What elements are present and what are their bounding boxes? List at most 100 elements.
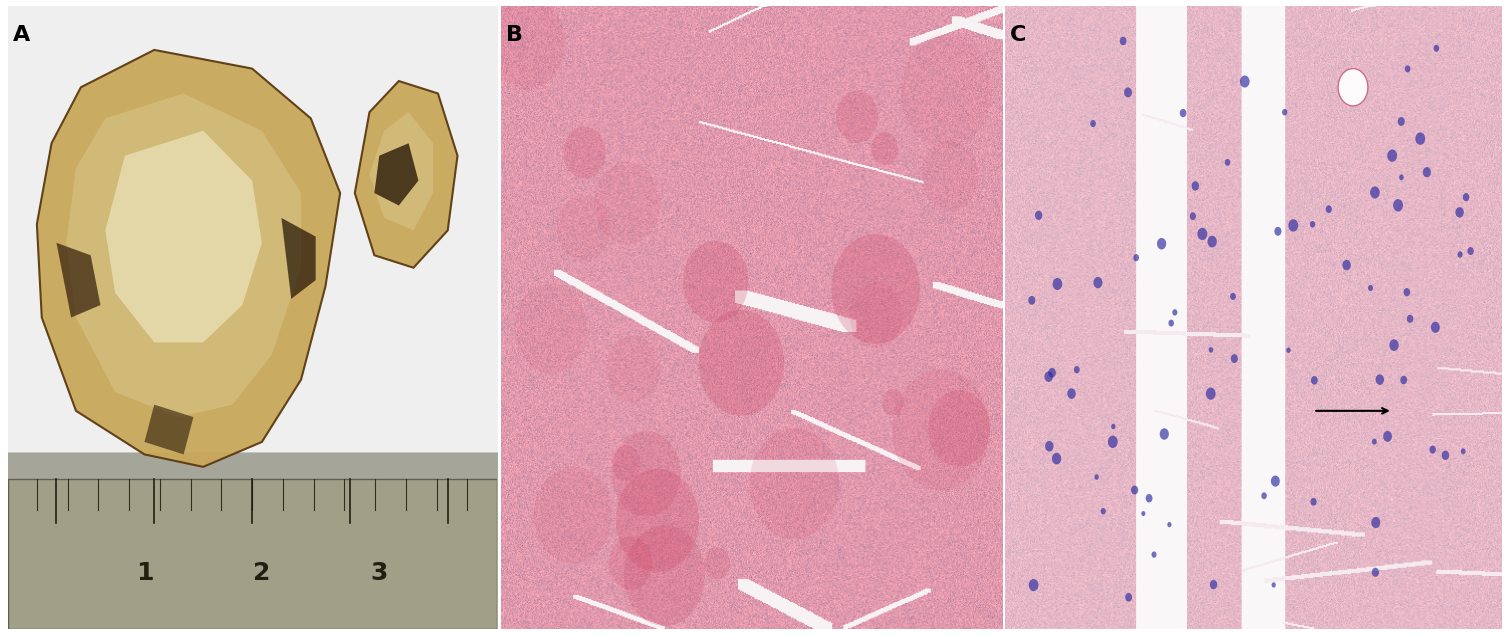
Circle shape xyxy=(1225,159,1230,166)
Circle shape xyxy=(1431,322,1440,333)
Circle shape xyxy=(488,0,564,90)
Circle shape xyxy=(1157,238,1166,250)
Circle shape xyxy=(1075,366,1079,373)
Circle shape xyxy=(1094,474,1099,480)
Circle shape xyxy=(1090,120,1096,127)
Circle shape xyxy=(607,335,661,403)
Circle shape xyxy=(1168,319,1174,326)
Circle shape xyxy=(1111,424,1115,429)
Circle shape xyxy=(610,537,652,590)
Circle shape xyxy=(1270,476,1279,486)
Polygon shape xyxy=(105,131,262,342)
Circle shape xyxy=(1457,251,1463,258)
Bar xyxy=(8,479,497,629)
Circle shape xyxy=(1463,193,1469,201)
Circle shape xyxy=(1311,498,1317,505)
Polygon shape xyxy=(355,81,458,268)
Circle shape xyxy=(1373,439,1377,444)
Circle shape xyxy=(1052,278,1063,290)
Circle shape xyxy=(1442,451,1449,460)
Circle shape xyxy=(1132,486,1138,495)
Circle shape xyxy=(1326,205,1332,213)
Polygon shape xyxy=(370,112,433,231)
Circle shape xyxy=(1455,207,1464,218)
Circle shape xyxy=(515,284,587,374)
Circle shape xyxy=(1230,293,1236,300)
Circle shape xyxy=(557,195,611,262)
Circle shape xyxy=(831,234,920,344)
Circle shape xyxy=(1049,368,1057,378)
Circle shape xyxy=(1029,579,1038,591)
Circle shape xyxy=(1311,376,1318,385)
Circle shape xyxy=(1389,339,1398,351)
Circle shape xyxy=(1388,149,1397,162)
Circle shape xyxy=(882,389,903,415)
Circle shape xyxy=(1370,186,1380,199)
Circle shape xyxy=(1400,175,1404,180)
Circle shape xyxy=(1067,388,1076,399)
Circle shape xyxy=(1124,88,1132,97)
Circle shape xyxy=(616,469,698,572)
Text: C: C xyxy=(1010,25,1026,45)
Circle shape xyxy=(1198,228,1207,240)
Polygon shape xyxy=(38,50,340,467)
Circle shape xyxy=(1371,568,1379,577)
Circle shape xyxy=(1376,375,1385,385)
Circle shape xyxy=(1394,199,1403,211)
Circle shape xyxy=(1368,285,1373,291)
Circle shape xyxy=(1108,436,1118,448)
Circle shape xyxy=(1282,109,1287,116)
Circle shape xyxy=(1035,211,1043,220)
Circle shape xyxy=(1141,511,1145,516)
Circle shape xyxy=(1467,247,1473,255)
Circle shape xyxy=(1133,254,1139,261)
Circle shape xyxy=(1044,371,1054,382)
Circle shape xyxy=(698,310,784,416)
Circle shape xyxy=(850,283,903,348)
Circle shape xyxy=(613,431,680,516)
Circle shape xyxy=(1400,376,1407,384)
Circle shape xyxy=(921,140,978,211)
Circle shape xyxy=(1261,492,1267,499)
Circle shape xyxy=(871,132,898,165)
Circle shape xyxy=(1151,551,1156,558)
Circle shape xyxy=(1404,65,1410,72)
Circle shape xyxy=(1383,431,1392,442)
Polygon shape xyxy=(281,218,316,299)
Circle shape xyxy=(1338,69,1368,106)
Circle shape xyxy=(1288,219,1299,232)
Circle shape xyxy=(837,91,877,143)
Circle shape xyxy=(1240,76,1249,88)
Circle shape xyxy=(1415,133,1425,145)
Text: 2: 2 xyxy=(253,561,271,585)
Polygon shape xyxy=(375,144,418,206)
Circle shape xyxy=(1407,315,1413,323)
Circle shape xyxy=(1461,448,1466,454)
Circle shape xyxy=(1052,453,1061,464)
Text: 1: 1 xyxy=(135,561,154,585)
Circle shape xyxy=(1168,522,1171,527)
Polygon shape xyxy=(144,404,194,455)
Circle shape xyxy=(892,369,990,490)
Text: 3: 3 xyxy=(370,561,388,585)
Circle shape xyxy=(929,391,990,467)
Circle shape xyxy=(900,34,992,148)
Circle shape xyxy=(1398,117,1404,126)
Circle shape xyxy=(1044,441,1054,451)
Circle shape xyxy=(611,445,641,481)
Circle shape xyxy=(1100,508,1106,514)
Circle shape xyxy=(1094,277,1103,288)
Circle shape xyxy=(1422,167,1431,177)
Circle shape xyxy=(1190,212,1196,220)
Circle shape xyxy=(1126,593,1132,601)
Circle shape xyxy=(563,126,605,178)
Text: A: A xyxy=(12,25,30,45)
Circle shape xyxy=(594,162,661,244)
Circle shape xyxy=(1275,227,1281,236)
Circle shape xyxy=(1272,582,1276,587)
Circle shape xyxy=(749,428,840,539)
Circle shape xyxy=(1342,260,1351,271)
Circle shape xyxy=(625,525,704,626)
Circle shape xyxy=(1434,44,1439,52)
Circle shape xyxy=(1309,221,1315,228)
